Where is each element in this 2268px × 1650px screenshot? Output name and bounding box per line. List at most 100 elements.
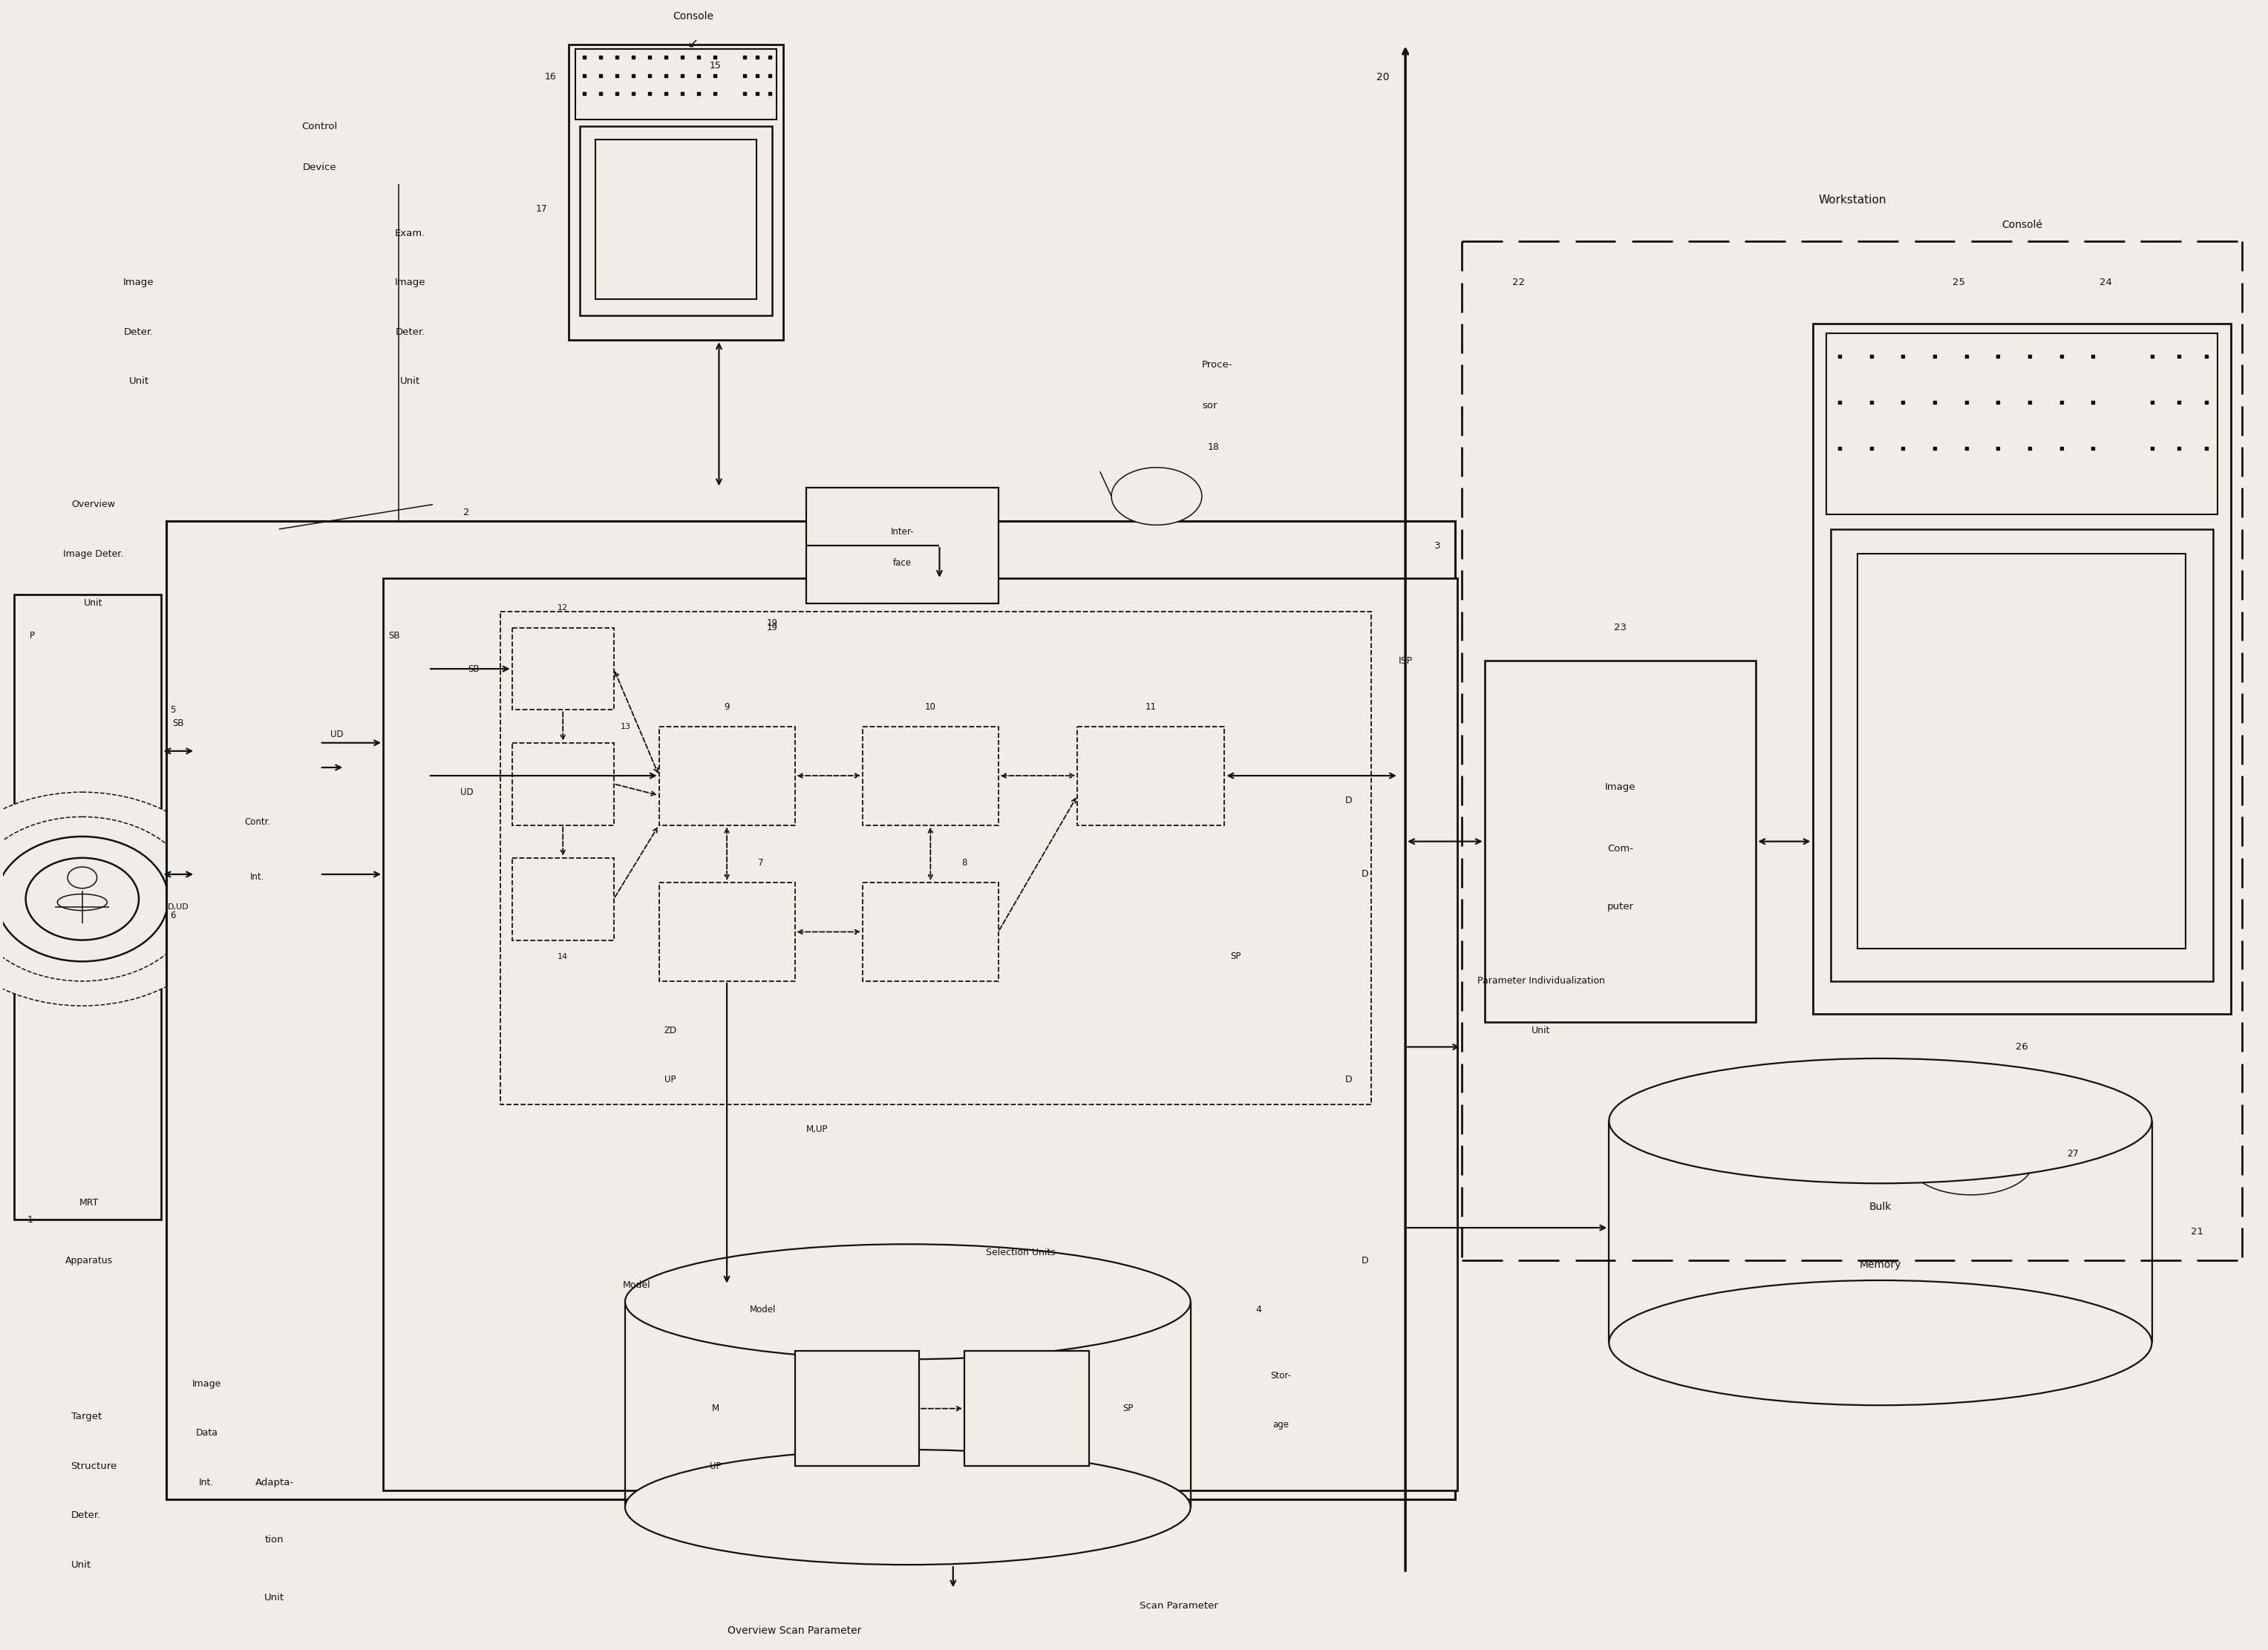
Text: Deter.: Deter. xyxy=(125,327,154,337)
Circle shape xyxy=(68,866,98,888)
Text: D: D xyxy=(1361,1256,1368,1266)
Text: Apparatus: Apparatus xyxy=(66,1256,113,1266)
Text: ISP: ISP xyxy=(1399,655,1413,665)
Circle shape xyxy=(25,858,138,940)
Bar xyxy=(596,140,755,299)
Text: 16: 16 xyxy=(544,73,556,82)
Text: Target: Target xyxy=(70,1412,102,1422)
Ellipse shape xyxy=(1608,1058,2152,1183)
Circle shape xyxy=(0,837,168,962)
Bar xyxy=(14,596,161,1219)
Text: Contr.: Contr. xyxy=(245,817,270,827)
Bar xyxy=(569,45,782,340)
Text: SB: SB xyxy=(467,663,479,673)
Text: 24: 24 xyxy=(2100,277,2112,287)
Text: ZD: ZD xyxy=(665,1026,676,1035)
Text: P: P xyxy=(29,632,34,640)
Text: puter: puter xyxy=(1608,901,1633,911)
Bar xyxy=(862,726,998,825)
Bar xyxy=(1857,554,2186,949)
Text: SB: SB xyxy=(388,632,399,640)
Text: Adapta-: Adapta- xyxy=(256,1478,295,1487)
Text: Unit: Unit xyxy=(399,376,420,386)
Bar xyxy=(513,627,615,710)
Text: Overview Scan Parameter: Overview Scan Parameter xyxy=(728,1625,862,1635)
Bar xyxy=(862,883,998,982)
Text: UD: UD xyxy=(460,787,474,797)
Text: Deter.: Deter. xyxy=(70,1511,100,1520)
Bar xyxy=(1826,333,2218,515)
Text: 8: 8 xyxy=(962,858,966,868)
Bar xyxy=(1812,323,2232,1015)
Text: 6: 6 xyxy=(170,911,175,921)
Text: Console: Console xyxy=(674,12,714,21)
Text: Image: Image xyxy=(122,277,154,287)
Bar xyxy=(581,127,771,315)
Text: Unit: Unit xyxy=(129,376,150,386)
Text: 10: 10 xyxy=(925,701,937,711)
Text: 21: 21 xyxy=(2191,1228,2204,1236)
Bar xyxy=(345,627,363,1120)
Bar xyxy=(1077,726,1225,825)
Text: 27: 27 xyxy=(2066,1148,2077,1158)
Text: M: M xyxy=(712,1404,719,1414)
Text: 14: 14 xyxy=(558,952,569,960)
Text: ↙: ↙ xyxy=(687,38,699,51)
Text: Exam.: Exam. xyxy=(395,228,426,238)
Bar xyxy=(660,883,794,982)
Text: UD: UD xyxy=(331,729,342,739)
Text: Image: Image xyxy=(395,277,426,287)
Bar xyxy=(513,742,615,825)
Text: Unit: Unit xyxy=(84,599,102,607)
Text: Unit: Unit xyxy=(70,1559,91,1569)
Bar xyxy=(794,1351,919,1467)
Text: Proce-: Proce- xyxy=(1202,360,1234,370)
Ellipse shape xyxy=(626,1450,1191,1564)
Text: Image: Image xyxy=(1606,782,1635,792)
Ellipse shape xyxy=(626,1244,1191,1360)
Text: sor: sor xyxy=(1202,401,1218,411)
Text: 9: 9 xyxy=(723,701,730,711)
Bar xyxy=(660,726,794,825)
Text: Stor-: Stor- xyxy=(1270,1371,1290,1381)
Text: 7: 7 xyxy=(758,858,764,868)
Bar xyxy=(166,521,1456,1498)
Text: 4: 4 xyxy=(1256,1305,1261,1315)
Text: 3: 3 xyxy=(1433,541,1440,551)
Text: Int.: Int. xyxy=(249,873,265,883)
Text: 19: 19 xyxy=(767,624,778,632)
Text: D: D xyxy=(1361,870,1368,879)
Text: tion: tion xyxy=(265,1535,284,1544)
Text: face: face xyxy=(894,558,912,568)
Text: Deter.: Deter. xyxy=(395,327,424,337)
Bar xyxy=(1486,660,1755,1023)
Text: Workstation: Workstation xyxy=(1819,195,1887,206)
Text: age: age xyxy=(1272,1421,1288,1431)
Text: UP: UP xyxy=(710,1462,721,1470)
Circle shape xyxy=(0,817,195,982)
Text: 12: 12 xyxy=(558,604,569,612)
Text: Device: Device xyxy=(304,163,336,172)
Text: 13: 13 xyxy=(621,723,631,729)
Text: SP: SP xyxy=(1232,952,1241,962)
Ellipse shape xyxy=(57,894,107,911)
Text: Overview: Overview xyxy=(73,500,116,510)
Bar xyxy=(576,50,776,120)
Text: Control: Control xyxy=(302,122,338,132)
Text: Unit: Unit xyxy=(265,1592,284,1602)
Bar xyxy=(383,579,1458,1490)
Text: Model: Model xyxy=(748,1305,776,1315)
Text: 1: 1 xyxy=(27,1214,34,1224)
Text: Selection Units: Selection Units xyxy=(987,1247,1055,1257)
Text: 19: 19 xyxy=(767,619,778,627)
Text: Com-: Com- xyxy=(1608,843,1633,853)
Text: 5: 5 xyxy=(170,705,175,714)
Text: Int.: Int. xyxy=(200,1478,213,1487)
Text: 18: 18 xyxy=(1207,442,1220,452)
Text: 22: 22 xyxy=(1513,277,1524,287)
Text: D,UD: D,UD xyxy=(168,904,188,911)
Text: SB: SB xyxy=(172,718,184,728)
Text: Data: Data xyxy=(195,1429,218,1439)
Text: 25: 25 xyxy=(1953,277,1966,287)
Circle shape xyxy=(0,792,229,1006)
